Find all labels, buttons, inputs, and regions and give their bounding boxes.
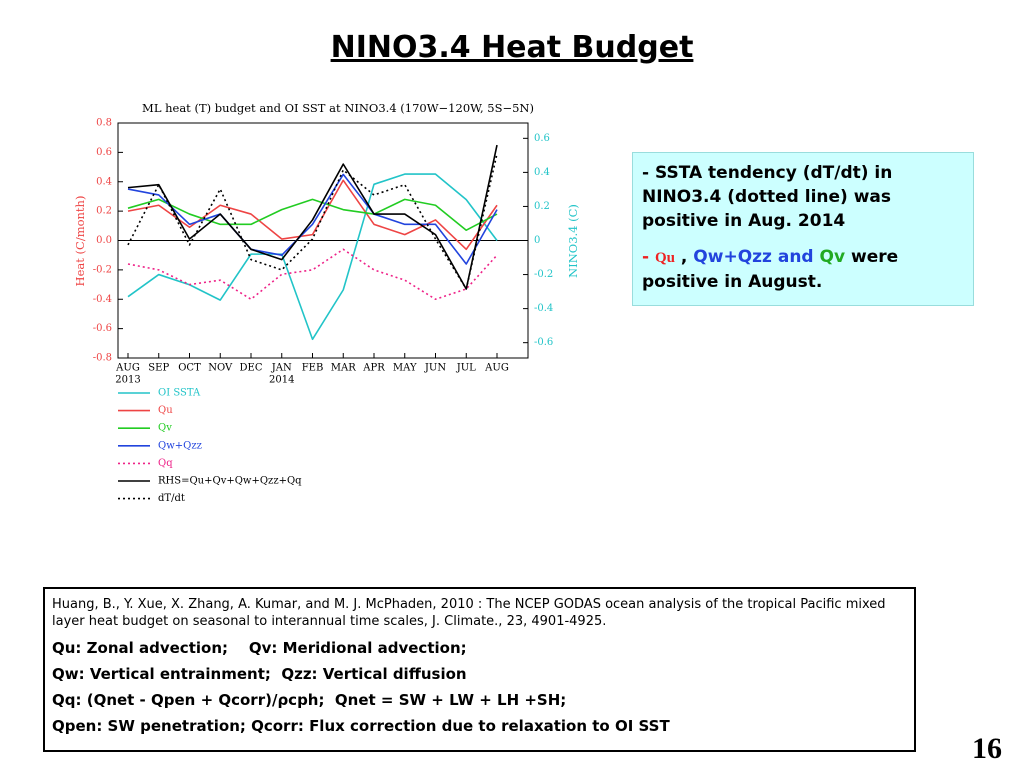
y2-axis-label: NINO3.4 (C) <box>566 204 580 278</box>
x-tick-label: OCT <box>178 363 201 374</box>
chart-title: ML heat (T) budget and OI SST at NINO3.4… <box>142 101 534 115</box>
reference-line: Qq: (Qnet - Qpen + Qcorr)/ρcph; Qnet = S… <box>52 691 567 709</box>
reference-box: Huang, B., Y. Xue, X. Zhang, A. Kumar, a… <box>43 587 916 752</box>
y-tick-label: 0.2 <box>96 206 112 217</box>
x-tick-label: JUL <box>456 363 476 374</box>
note-text: SSTA tendency (dT/dt) in NINO3.4 (dotted… <box>642 163 899 231</box>
x-tick-label: AUG <box>115 363 140 374</box>
y2-tick-label: 0.2 <box>534 201 550 212</box>
legend-label: Qw+Qzz <box>158 440 202 451</box>
note-text: , <box>675 247 694 267</box>
chart: ML heat (T) budget and OI SST at NINO3.4… <box>73 101 580 504</box>
y2-tick-label: -0.2 <box>534 269 553 280</box>
y2-tick-label: -0.6 <box>534 337 553 348</box>
reference-line: Qpen: SW penetration; Qcorr: Flux correc… <box>52 717 670 735</box>
slide-title: NINO3.4 Heat Budget <box>330 30 694 65</box>
y2-tick-label: 0.6 <box>534 133 550 144</box>
series-line <box>127 173 498 265</box>
note-text: Qw+Qzz and <box>693 247 820 267</box>
legend-label: Qu <box>158 405 173 416</box>
y-tick-label: -0.6 <box>93 323 112 334</box>
y-tick-label: 0.8 <box>96 118 112 129</box>
reference-line: Qw: Vertical entrainment; Qzz: Vertical … <box>52 665 467 683</box>
note-text: - <box>642 247 655 267</box>
page-number: 16 <box>972 732 1002 765</box>
series-line <box>127 198 498 232</box>
series-line <box>127 248 498 301</box>
legend-label: Qv <box>158 423 172 434</box>
x-tick-label: FEB <box>302 363 324 374</box>
y-tick-label: 0.0 <box>96 235 112 246</box>
note-item: - Qu , Qw+Qzz and Qv were positive in Au… <box>642 245 964 294</box>
x-group-label: 2014 <box>269 375 294 386</box>
y2-tick-label: -0.4 <box>534 303 553 314</box>
citation: Huang, B., Y. Xue, X. Zhang, A. Kumar, a… <box>52 597 886 629</box>
x-tick-label: JUN <box>424 363 446 374</box>
note-text: Qu <box>654 250 675 266</box>
series-line <box>127 144 498 290</box>
note-box: - SSTA tendency (dT/dt) in NINO3.4 (dott… <box>632 152 974 306</box>
y-axis-label: Heat (C/month) <box>73 196 87 287</box>
x-tick-label: SEP <box>148 363 169 374</box>
y2-tick-label: 0 <box>534 235 540 246</box>
x-tick-label: MAY <box>393 363 417 374</box>
x-group-label: 2013 <box>115 375 140 386</box>
note-text: were positive in August. <box>642 247 905 292</box>
note-text: - <box>642 163 655 183</box>
x-tick-label: AUG <box>484 363 509 374</box>
y-tick-label: 0.6 <box>96 147 112 158</box>
x-tick-label: NOV <box>208 363 233 374</box>
note-text: Qv <box>819 247 846 267</box>
y2-tick-label: 0.4 <box>534 167 550 178</box>
y-tick-label: 0.4 <box>96 176 112 187</box>
note-item: - SSTA tendency (dT/dt) in NINO3.4 (dott… <box>642 161 964 233</box>
y-tick-label: -0.2 <box>93 264 112 275</box>
x-tick-label: APR <box>362 363 385 374</box>
legend-label: Qq <box>158 458 173 469</box>
series-line <box>127 179 498 251</box>
series-line <box>127 153 498 290</box>
y-tick-label: -0.8 <box>93 353 112 364</box>
x-tick-label: DEC <box>240 363 263 374</box>
legend-label: dT/dt <box>158 493 185 504</box>
reference-line: Qu: Zonal advection; Qv: Meridional adve… <box>52 639 467 657</box>
y-tick-label: -0.4 <box>93 294 112 305</box>
x-tick-label: MAR <box>331 363 356 374</box>
legend-label: OI SSTA <box>158 388 201 399</box>
x-tick-label: JAN <box>271 363 292 374</box>
legend-label: RHS=Qu+Qv+Qw+Qzz+Qq <box>158 476 302 487</box>
